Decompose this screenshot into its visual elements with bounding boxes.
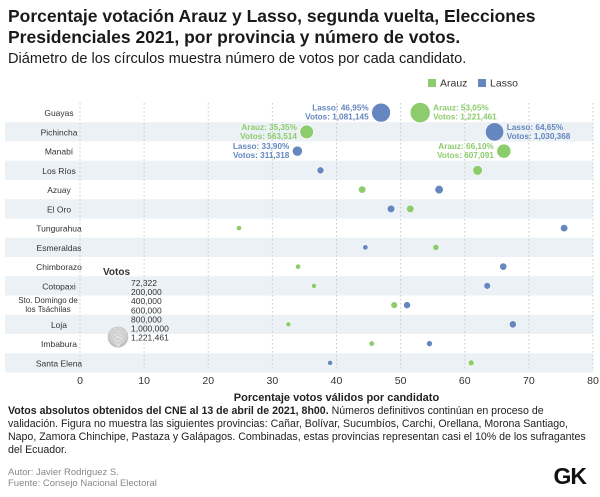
province-label: Santa Elena: [36, 358, 83, 368]
lasso-point: [485, 122, 505, 142]
size-legend-label: 400,000: [131, 296, 162, 306]
size-legend-circle: [115, 341, 121, 348]
province-label: Azuay: [47, 185, 71, 195]
lasso-point: [386, 204, 396, 214]
row-band: [5, 353, 593, 373]
x-tick-label: 0: [77, 375, 83, 387]
size-legend-label: 800,000: [131, 314, 162, 324]
province-label: Loja: [51, 320, 67, 330]
province-label: Manabí: [45, 147, 74, 157]
x-tick-label: 30: [267, 375, 279, 387]
lasso-point: [426, 340, 433, 347]
province-label: Cotopaxi: [42, 281, 76, 291]
province-label: El Oro: [47, 204, 71, 214]
row-band: [5, 122, 593, 142]
size-legend-label: 200,000: [131, 287, 162, 297]
province-label: Guayas: [44, 108, 73, 118]
footnote-bold: Votos absolutos obtenidos del CNE al 13 …: [8, 405, 329, 417]
lasso-point: [434, 185, 444, 195]
arauz-point: [299, 124, 314, 139]
arauz-point: [311, 282, 317, 289]
arauz-point: [236, 225, 242, 232]
arauz-point: [467, 359, 475, 367]
lasso-point: [316, 166, 325, 175]
province-label: Esmeraldas: [37, 243, 82, 253]
arauz-point: [406, 204, 415, 214]
lasso-point: [371, 102, 391, 123]
province-label: Los Ríos: [42, 166, 76, 176]
row-band: [5, 314, 593, 334]
lasso-point: [508, 320, 517, 329]
x-tick-label: 10: [138, 375, 150, 387]
author: Autor: Javier Rodriguez S.: [8, 467, 119, 478]
annotation-label: Lasso: 33,90% Votos: 311,318: [233, 142, 290, 160]
size-legend-label: 72,322: [131, 278, 157, 288]
chart-title: Porcentaje votación Arauz y Lasso, segun…: [8, 6, 536, 47]
lasso-point: [362, 244, 369, 251]
lasso-point: [483, 282, 491, 290]
annotation-label: Arauz: 66,10% Votos: 607,091: [437, 142, 494, 160]
x-axis-label: Porcentaje votos válidos por candidato: [234, 392, 440, 404]
chart-subtitle: Diámetro de los círculos muestra número …: [8, 51, 467, 67]
footnote-text: Números definitivos continúan en proceso…: [8, 405, 586, 456]
legend-label: Lasso: [490, 78, 518, 90]
source: Fuente: Consejo Nacional Electoral: [8, 478, 157, 489]
province-label: Pichincha: [41, 127, 78, 137]
row-band: [5, 199, 593, 219]
arauz-point: [390, 301, 398, 309]
annotation-label: Arauz: 35,35% Votos: 563,514: [240, 123, 297, 141]
size-legend-label: 1,000,000: [131, 324, 169, 334]
x-tick-label: 60: [459, 375, 471, 387]
size-legend-title: Votos: [103, 267, 130, 278]
gk-logo: GK: [553, 463, 587, 489]
province-label: Chimborazo: [36, 262, 82, 272]
arauz-point: [285, 321, 292, 328]
credits: Autor: Javier Rodriguez S. Fuente: Conse…: [8, 467, 157, 489]
annotation-label: Lasso: 64,65% Votos: 1,030,368: [507, 123, 571, 141]
arauz-point: [368, 340, 375, 347]
lasso-point: [560, 224, 569, 233]
row-band: [5, 276, 593, 296]
province-label: Imbabura: [41, 339, 77, 349]
footnote: Votos absolutos obtenidos del CNE al 13 …: [8, 405, 593, 457]
scatter-chart: 0 10 20 30 40 50 60 70 80 Guayas Pichincha Manabí Lo…: [5, 78, 599, 404]
province-label: Sto. Domingo de los Tsáchilas: [18, 296, 78, 314]
lasso-point: [327, 359, 333, 366]
row-band: [5, 237, 593, 257]
annotation-label: Arauz: 53,05% Votos: 1,221,461: [433, 104, 497, 122]
x-tick-label: 40: [331, 375, 343, 387]
size-legend-label: 600,000: [131, 305, 162, 315]
row-band: [5, 160, 593, 180]
x-tick-label: 20: [202, 375, 214, 387]
arauz-point: [409, 102, 431, 123]
legend-label: Arauz: [440, 78, 467, 90]
x-tick-label: 80: [587, 375, 599, 387]
arauz-point: [472, 165, 483, 176]
lasso-point: [292, 145, 303, 157]
x-tick-label: 70: [523, 375, 535, 387]
arauz-point: [496, 143, 512, 159]
lasso-point: [403, 301, 411, 309]
size-legend-label: 1,221,461: [131, 333, 169, 343]
x-tick-label: 50: [395, 375, 407, 387]
arauz-point: [295, 263, 301, 270]
arauz-point: [432, 243, 440, 251]
arauz-legend-swatch: [428, 79, 436, 87]
lasso-legend-swatch: [478, 79, 486, 87]
arauz-point: [358, 185, 367, 194]
annotation-label: Lasso: 46,95% Votos: 1,081,145: [305, 104, 369, 122]
lasso-point: [499, 262, 508, 271]
province-label: Tungurahua: [36, 224, 82, 234]
